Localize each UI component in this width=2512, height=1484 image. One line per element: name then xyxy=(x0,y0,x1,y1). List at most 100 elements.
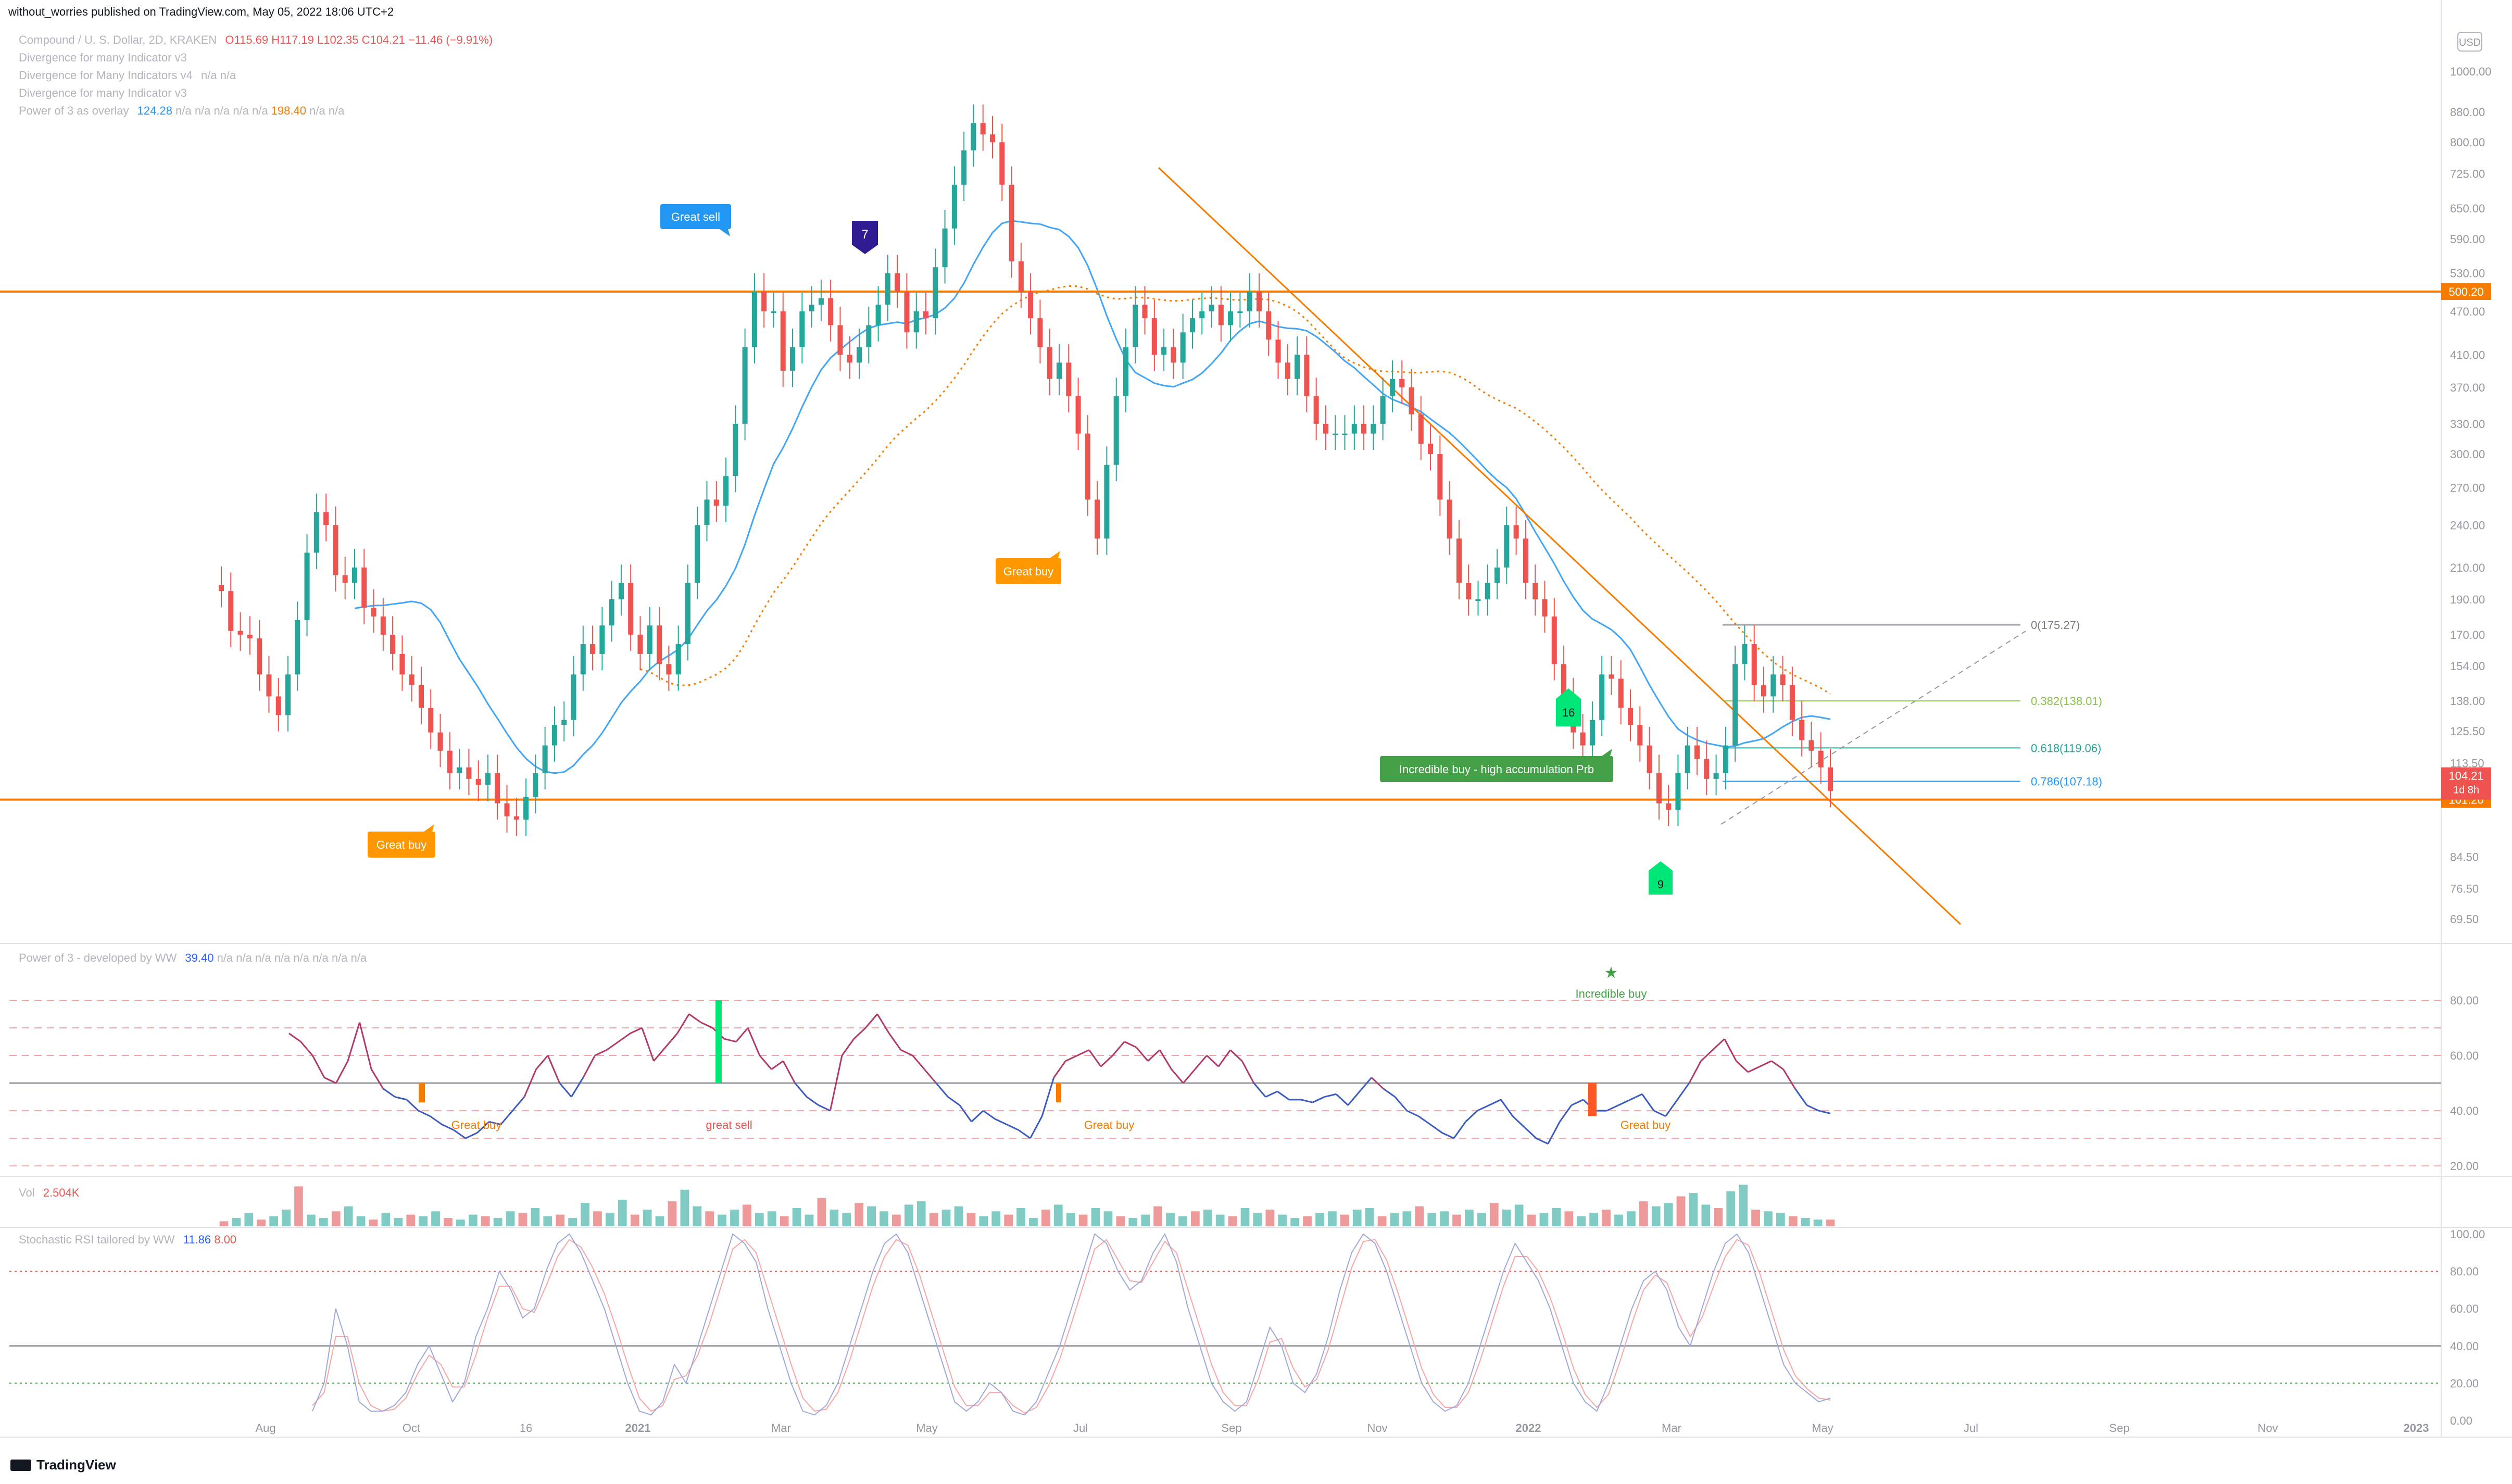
indicator-legend-2[interactable]: Divergence for Many Indicators v4 n/a n/… xyxy=(19,69,236,82)
candle xyxy=(980,104,986,151)
candle xyxy=(1780,656,1786,702)
power-line-segment xyxy=(1477,1104,1490,1112)
volume-bar xyxy=(630,1214,639,1226)
candle xyxy=(904,273,910,349)
volume-bar xyxy=(867,1206,876,1226)
volume-bar xyxy=(1639,1201,1648,1226)
candle-body xyxy=(1266,311,1272,340)
candle xyxy=(1533,564,1538,616)
volume-bar xyxy=(431,1211,440,1226)
candle xyxy=(1770,656,1776,713)
indicator-value: n/a xyxy=(309,104,325,117)
power-line-segment xyxy=(1265,1090,1278,1098)
candle xyxy=(399,635,405,691)
candle-body xyxy=(1723,745,1728,773)
volume-bar xyxy=(1340,1214,1349,1226)
candle-body xyxy=(1323,423,1328,434)
indicator-legend-1[interactable]: Divergence for many Indicator v3 xyxy=(19,51,187,65)
incredible-buy-label-box xyxy=(1380,756,1613,782)
candle xyxy=(1085,415,1090,516)
power-pane-legend[interactable]: Power of 3 - developed by WW 39.40 n/a n… xyxy=(19,951,367,965)
candle xyxy=(828,279,834,342)
power-line-segment xyxy=(1512,1115,1525,1128)
great-buy-label-tail xyxy=(424,824,434,832)
volume-bar xyxy=(1303,1216,1312,1226)
volume-bar xyxy=(1502,1210,1511,1226)
symbol-legend[interactable]: Compound / U. S. Dollar, 2D, KRAKEN O115… xyxy=(19,33,493,47)
power-line-segment xyxy=(618,1033,631,1042)
volume-bar xyxy=(1190,1211,1200,1226)
indicator-legend-4[interactable]: Power of 3 as overlay 124.28 n/a n/a n/a… xyxy=(19,104,344,118)
power-line-segment xyxy=(1441,1132,1454,1139)
candle xyxy=(237,612,243,651)
volume-bar xyxy=(892,1214,901,1226)
stoch-tick-label: 60.00 xyxy=(2450,1302,2479,1315)
candle-body xyxy=(580,644,586,675)
power-annotation: Great buy xyxy=(451,1118,502,1131)
candle-body xyxy=(1761,685,1767,697)
indicator-legend-3[interactable]: Divergence for many Indicator v3 xyxy=(19,86,187,100)
power-line-segment xyxy=(983,1110,996,1120)
price-tick-label: 410.00 xyxy=(2450,348,2485,361)
volume-bar xyxy=(1128,1218,1138,1226)
candle-body xyxy=(1808,740,1814,751)
power-line-segment xyxy=(724,1038,736,1043)
candle xyxy=(1237,293,1243,328)
tradingview-logo-icon xyxy=(10,1459,31,1471)
candle xyxy=(1685,726,1690,789)
power-line-segment xyxy=(1206,1054,1220,1067)
candle xyxy=(713,481,719,522)
time-tick-label: Nov xyxy=(2257,1422,2278,1435)
power-line-segment xyxy=(1536,1137,1549,1145)
tradingview-brand[interactable]: TradingView xyxy=(10,1457,116,1473)
candle xyxy=(390,616,396,671)
volume-bar xyxy=(1788,1216,1798,1226)
candle-body xyxy=(485,773,491,785)
time-tick-label: Sep xyxy=(1221,1422,1241,1435)
candle-body xyxy=(1637,725,1643,746)
candle xyxy=(657,607,662,681)
time-tick-label: 2022 xyxy=(1516,1422,1541,1435)
candle xyxy=(1199,293,1205,335)
volume-bar xyxy=(1078,1214,1088,1226)
count-marker-shape xyxy=(1556,688,1581,726)
candle-body xyxy=(1018,261,1024,292)
candle-body xyxy=(342,575,348,583)
stoch-pane-legend[interactable]: Stochastic RSI tailored by WW 11.86 8.00 xyxy=(19,1233,236,1247)
candle xyxy=(599,607,605,671)
volume-bar xyxy=(1004,1214,1013,1226)
volume-pane-legend[interactable]: Vol 2.504K xyxy=(19,1186,79,1200)
indicator-value: n/a xyxy=(233,104,249,117)
candle xyxy=(857,329,862,379)
candle-body xyxy=(1713,773,1719,779)
candle xyxy=(1399,360,1405,404)
candle xyxy=(218,566,224,608)
power-line-segment xyxy=(912,1055,925,1070)
candle xyxy=(1485,564,1490,616)
volume-bar xyxy=(1726,1191,1736,1226)
volume-bar xyxy=(1141,1214,1150,1226)
candle xyxy=(1475,581,1481,616)
candle xyxy=(1437,435,1443,516)
volume-bar xyxy=(1178,1216,1187,1226)
power-line-segment xyxy=(359,1022,372,1070)
power-tick-label: 20.00 xyxy=(2450,1160,2479,1173)
volume-bar xyxy=(830,1210,839,1226)
power-line-segment xyxy=(1253,1083,1266,1098)
candle-body xyxy=(1304,355,1310,396)
candle xyxy=(780,293,786,387)
candle-body xyxy=(257,638,262,675)
candle-body xyxy=(1123,347,1129,396)
ohlc-close: C104.21 xyxy=(361,33,405,46)
candle-body xyxy=(809,305,814,311)
candle-body xyxy=(1189,318,1195,333)
power-line-segment xyxy=(1500,1099,1514,1117)
volume-bar xyxy=(1676,1196,1686,1226)
price-tick-label: 530.00 xyxy=(2450,267,2485,280)
candle-body xyxy=(1485,583,1490,599)
price-tick-label: 138.00 xyxy=(2450,695,2485,708)
candle-body xyxy=(218,585,224,592)
candle-body xyxy=(761,292,767,311)
candle xyxy=(733,405,738,493)
